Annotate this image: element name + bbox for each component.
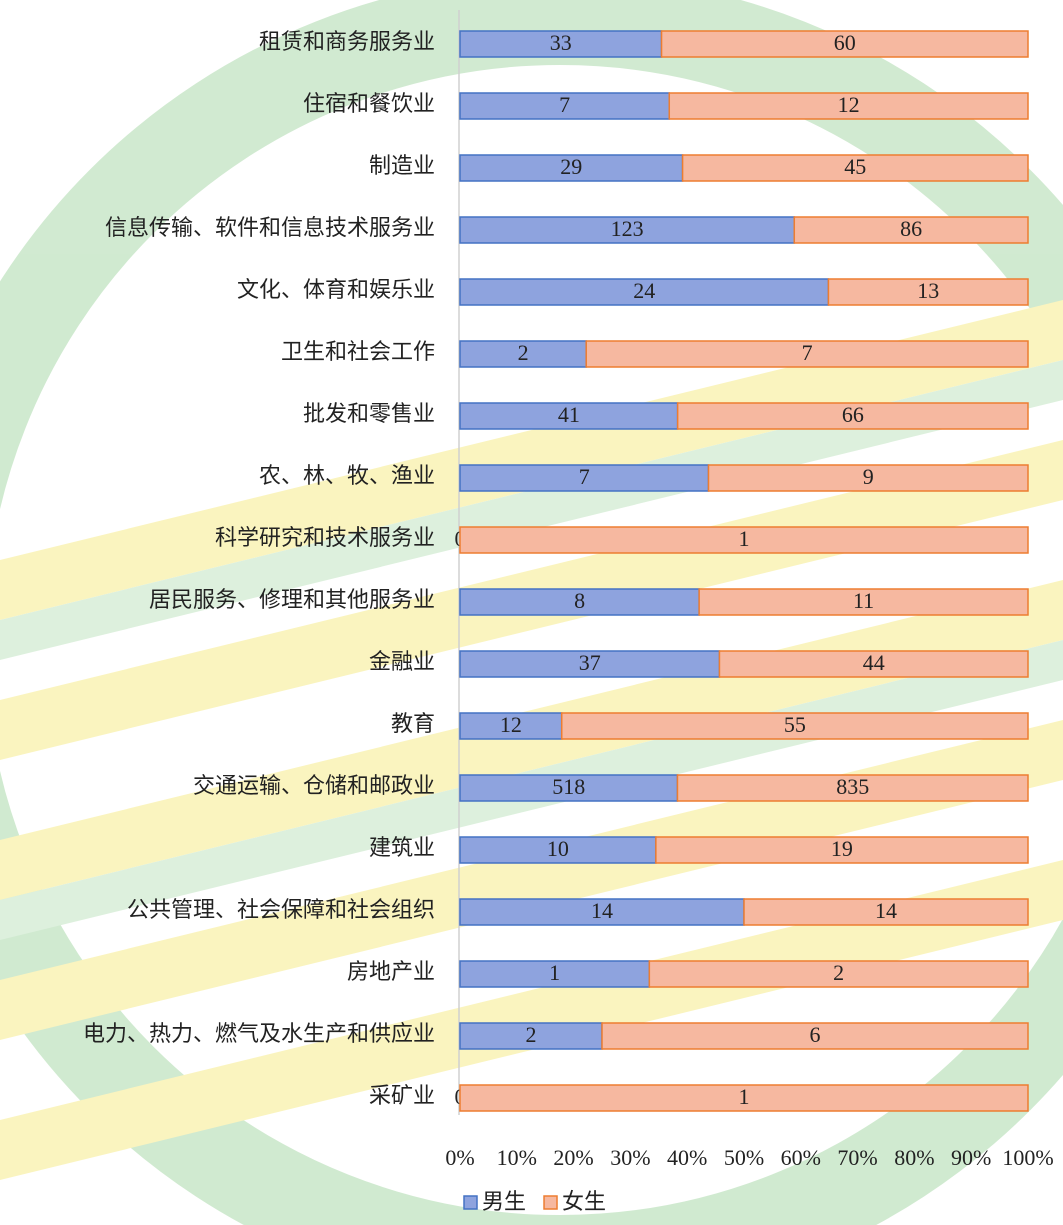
data-label: 7	[559, 92, 570, 117]
legend-swatch	[544, 1196, 557, 1209]
category-label: 批发和零售业	[303, 401, 435, 426]
category-label: 电力、热力、燃气及水生产和供应业	[83, 1021, 435, 1046]
data-label: 13	[917, 278, 939, 303]
x-tick-label: 90%	[951, 1145, 991, 1170]
data-label: 37	[579, 650, 601, 675]
data-label: 41	[558, 402, 580, 427]
data-label: 8	[574, 588, 585, 613]
data-label: 12	[838, 92, 860, 117]
category-label: 房地产业	[347, 959, 435, 984]
data-label: 29	[560, 154, 582, 179]
category-label: 公共管理、社会保障和社会组织	[127, 897, 435, 922]
data-label: 12	[500, 712, 522, 737]
category-label: 农、林、牧、渔业	[259, 463, 435, 488]
category-label: 文化、体育和娱乐业	[237, 277, 435, 302]
category-label: 居民服务、修理和其他服务业	[149, 587, 435, 612]
data-label: 10	[547, 836, 569, 861]
data-label: 60	[834, 30, 856, 55]
data-label: 835	[836, 774, 869, 799]
data-label: 1	[739, 526, 750, 551]
category-label: 教育	[391, 711, 435, 736]
data-label: 86	[900, 216, 922, 241]
data-label: 1	[739, 1084, 750, 1109]
data-label: 66	[842, 402, 864, 427]
category-label: 建筑业	[369, 835, 435, 860]
data-label: 11	[853, 588, 874, 613]
data-label: 24	[633, 278, 655, 303]
legend-label: 男生	[482, 1189, 526, 1214]
x-tick-label: 10%	[497, 1145, 537, 1170]
x-tick-label: 40%	[667, 1145, 707, 1170]
x-tick-label: 0%	[445, 1145, 474, 1170]
data-label: 45	[844, 154, 866, 179]
data-label: 7	[802, 340, 813, 365]
chart: 0% 10% 20% 30% 40% 50% 60% 70% 80% 90% 100% 租赁和商务服务…	[0, 0, 1063, 1225]
legend-swatch	[464, 1196, 477, 1209]
data-label: 6	[810, 1022, 821, 1047]
category-label: 科学研究和技术服务业	[215, 525, 435, 550]
category-label: 住宿和餐饮业	[303, 91, 435, 116]
x-tick-label: 50%	[724, 1145, 764, 1170]
data-label: 518	[552, 774, 585, 799]
data-label: 9	[863, 464, 874, 489]
data-label: 1	[549, 960, 560, 985]
legend-label: 女生	[562, 1189, 606, 1214]
category-label: 信息传输、软件和信息技术服务业	[105, 215, 435, 240]
category-label: 交通运输、仓储和邮政业	[193, 773, 435, 798]
category-label: 租赁和商务服务业	[259, 29, 435, 54]
category-label: 金融业	[369, 649, 435, 674]
data-label: 123	[611, 216, 644, 241]
data-label: 33	[550, 30, 572, 55]
data-label: 2	[833, 960, 844, 985]
data-label: 55	[784, 712, 806, 737]
category-label: 卫生和社会工作	[281, 339, 435, 364]
category-label: 制造业	[369, 153, 435, 178]
x-tick-label: 70%	[837, 1145, 877, 1170]
data-label: 19	[831, 836, 853, 861]
x-tick-label: 80%	[894, 1145, 934, 1170]
x-tick-label: 60%	[781, 1145, 821, 1170]
data-label: 14	[591, 898, 613, 923]
data-label: 14	[875, 898, 897, 923]
data-label: 2	[518, 340, 529, 365]
data-label: 44	[863, 650, 885, 675]
category-label: 采矿业	[369, 1083, 435, 1108]
x-tick-label: 30%	[610, 1145, 650, 1170]
data-label: 7	[579, 464, 590, 489]
x-tick-label: 100%	[1002, 1145, 1053, 1170]
x-tick-label: 20%	[553, 1145, 593, 1170]
data-label: 2	[526, 1022, 537, 1047]
